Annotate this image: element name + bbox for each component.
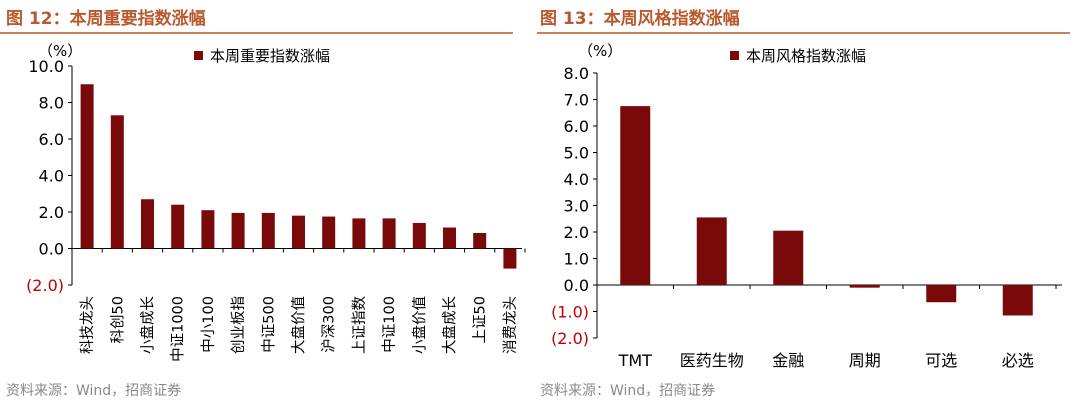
- right-y-tick-label: 6.0: [564, 117, 589, 136]
- left-legend-label: 本周重要指数涨幅: [210, 47, 330, 65]
- left-y-tick-label: 6.0: [39, 130, 64, 149]
- left-x-tick-label: 消费龙头: [502, 296, 519, 354]
- right-y-tick-label: 4.0: [564, 170, 589, 189]
- left-bar: [80, 84, 94, 249]
- right-legend-label: 本周风格指数涨幅: [746, 47, 866, 65]
- left-x-tick-label: 科技龙头: [79, 296, 96, 354]
- right-bar: [926, 285, 957, 303]
- left-bar: [352, 218, 366, 249]
- left-bar: [171, 204, 185, 249]
- left-y-tick-label: 4.0: [39, 167, 64, 186]
- left-bar: [141, 199, 154, 249]
- right-x-tick-label: 医药生物: [680, 351, 744, 370]
- left-y-tick-label: 8.0: [39, 94, 64, 113]
- title-rule-right: [537, 32, 1070, 34]
- left-bar: [473, 232, 487, 249]
- right-x-tick-label: 金融: [772, 351, 804, 370]
- left-x-tick-label: 小盘价值: [410, 296, 428, 354]
- right-y-tick-label: 8.0: [564, 64, 589, 83]
- right-y-tick-label: (2.0): [551, 329, 589, 348]
- right-bar: [849, 285, 880, 288]
- left-x-tick-label: 小盘成长: [139, 296, 157, 354]
- right-bar: [1002, 285, 1033, 316]
- title-rule-left: [0, 32, 513, 34]
- right-bar: [696, 217, 727, 285]
- source-note-left: 资料来源：Wind，招商证券: [6, 383, 182, 399]
- left-bar: [231, 212, 245, 249]
- left-x-tick-label: 创业板指: [229, 296, 247, 354]
- right-unit-label: （%）: [578, 42, 622, 60]
- left-x-tick-label: 中证100: [381, 296, 398, 353]
- right-y-tick-label: 7.0: [564, 91, 589, 110]
- left-x-tick-label: 中小100: [200, 296, 217, 353]
- panel-title-left: 图 12：本周重要指数涨幅: [6, 9, 206, 29]
- right-bar: [620, 106, 651, 285]
- panel-title-right: 图 13：本周风格指数涨幅: [540, 9, 740, 29]
- right-x-tick-label: TMT: [618, 351, 653, 370]
- right-y-tick-label: 3.0: [564, 197, 589, 216]
- right-y-tick-label: 1.0: [564, 250, 589, 269]
- left-bar: [412, 222, 426, 249]
- left-x-tick-label: 大盘价值: [290, 296, 308, 354]
- right-y-tick-label: (1.0): [551, 303, 589, 322]
- left-x-tick-label: 中证500: [260, 296, 277, 353]
- left-x-tick-label: 上证50: [472, 296, 489, 343]
- left-bar: [261, 212, 275, 249]
- left-bar: [201, 210, 215, 249]
- left-x-tick-label: 上证指数: [351, 296, 368, 354]
- left-bar: [322, 216, 336, 249]
- left-x-tick-label: 科创50: [109, 296, 126, 343]
- left-bar: [292, 215, 305, 249]
- right-x-tick-label: 必选: [1002, 351, 1034, 370]
- left-bar: [503, 248, 517, 269]
- left-x-tick-label: 中证1000: [170, 296, 187, 362]
- left-y-tick-label: 2.0: [39, 203, 64, 222]
- right-legend-swatch: [730, 51, 739, 60]
- right-y-tick-label: 5.0: [564, 144, 589, 163]
- left-legend-swatch: [194, 51, 203, 60]
- source-note-right: 资料来源：Wind，招商证券: [540, 383, 716, 399]
- left-bar: [382, 218, 396, 249]
- left-y-tick-label: (2.0): [26, 276, 64, 295]
- left-unit-label: （%）: [38, 42, 82, 60]
- right-x-tick-label: 周期: [849, 351, 881, 370]
- left-bar: [443, 227, 456, 249]
- left-y-tick-label: 10.0: [28, 57, 64, 76]
- left-x-tick-label: 沪深300: [321, 296, 338, 353]
- right-y-tick-label: 0.0: [564, 276, 589, 295]
- right-x-tick-label: 可选: [925, 351, 957, 370]
- left-x-tick-label: 大盘成长: [441, 296, 459, 354]
- left-bar: [110, 115, 124, 249]
- right-bar: [773, 230, 804, 285]
- left-y-tick-label: 0.0: [39, 240, 64, 259]
- right-y-tick-label: 2.0: [564, 223, 589, 242]
